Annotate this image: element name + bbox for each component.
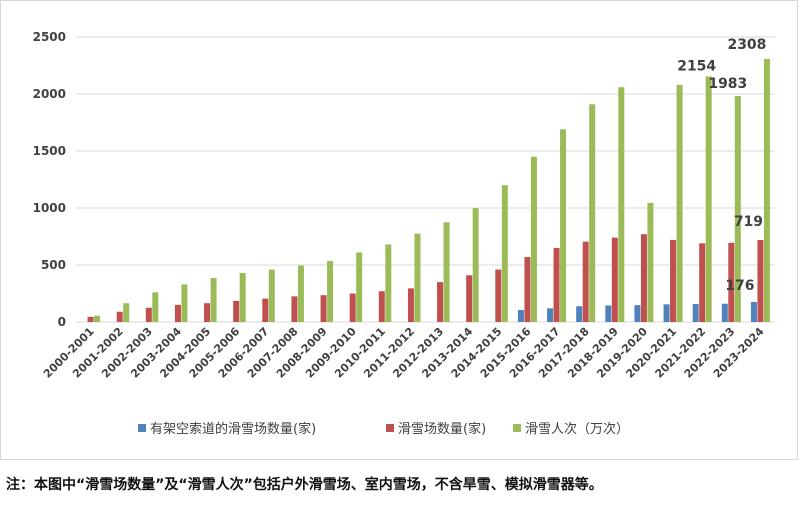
bar <box>239 272 246 322</box>
bar <box>123 303 130 322</box>
bar <box>152 292 159 322</box>
bar <box>356 252 363 322</box>
bar <box>553 247 560 322</box>
bar <box>210 278 217 322</box>
bar <box>670 239 677 322</box>
bar <box>524 257 531 322</box>
bar <box>414 233 421 322</box>
bar <box>87 316 94 322</box>
data-label: 2308 <box>727 37 766 53</box>
bar <box>174 304 181 322</box>
bar <box>407 288 414 322</box>
legend-label: 有架空索道的滑雪场数量(家) <box>150 421 316 437</box>
y-tick-label: 2000 <box>33 87 66 101</box>
data-label: 719 <box>734 214 763 230</box>
bar <box>663 304 670 322</box>
bar <box>611 237 618 322</box>
bar <box>517 310 524 322</box>
bar <box>385 244 392 322</box>
bar <box>320 295 327 322</box>
bar <box>576 306 583 322</box>
bar <box>145 307 152 322</box>
legend-label: 滑雪场数量(家) <box>398 421 486 437</box>
bar <box>472 208 479 322</box>
bar <box>530 156 537 322</box>
bar <box>262 298 269 322</box>
bar <box>618 87 625 322</box>
y-tick-label: 0 <box>58 315 66 329</box>
bar <box>181 284 188 322</box>
bar <box>297 265 304 322</box>
bar <box>233 300 240 322</box>
bar <box>116 311 123 322</box>
bar <box>640 234 647 322</box>
bar <box>327 261 334 322</box>
chart-frame <box>0 0 798 460</box>
bar-chart: 050010001500200025002000-20012001-200220… <box>33 30 775 437</box>
bar <box>757 240 764 322</box>
y-tick-label: 1500 <box>33 144 66 158</box>
legend-label: 滑雪人次（万次） <box>525 421 629 437</box>
bar <box>634 305 641 322</box>
bar <box>560 129 567 322</box>
bar <box>582 241 589 322</box>
data-label: 1983 <box>708 76 747 92</box>
bar <box>605 305 612 322</box>
bar <box>728 242 735 322</box>
footnote: 注：本图中“滑雪场数量”及“滑雪人次”包括户外滑雪场、室内雪场，不含旱雪、模拟滑… <box>6 477 603 493</box>
bar <box>547 308 554 322</box>
bar <box>699 243 706 322</box>
data-label: 176 <box>725 278 754 294</box>
bar <box>94 315 101 322</box>
bar <box>437 282 444 322</box>
legend-swatch <box>513 424 521 432</box>
bar <box>443 222 450 322</box>
bar <box>291 296 298 322</box>
bar <box>495 269 502 322</box>
bar <box>501 185 508 322</box>
bar <box>763 58 770 322</box>
bar <box>721 303 728 322</box>
bar <box>589 104 596 322</box>
y-tick-label: 1000 <box>33 201 66 215</box>
legend-swatch <box>138 424 146 432</box>
bar <box>750 301 757 322</box>
bar <box>378 291 385 322</box>
bar <box>676 84 683 322</box>
y-tick-label: 500 <box>41 258 66 272</box>
y-tick-label: 2500 <box>33 30 66 44</box>
bar <box>734 95 741 322</box>
bar <box>705 76 712 322</box>
bar <box>466 275 473 322</box>
data-label: 2154 <box>677 58 716 74</box>
bar <box>204 303 211 322</box>
legend-swatch <box>386 424 394 432</box>
bar <box>692 304 699 322</box>
bar <box>349 293 356 322</box>
bar <box>268 269 275 322</box>
bar <box>647 202 654 322</box>
